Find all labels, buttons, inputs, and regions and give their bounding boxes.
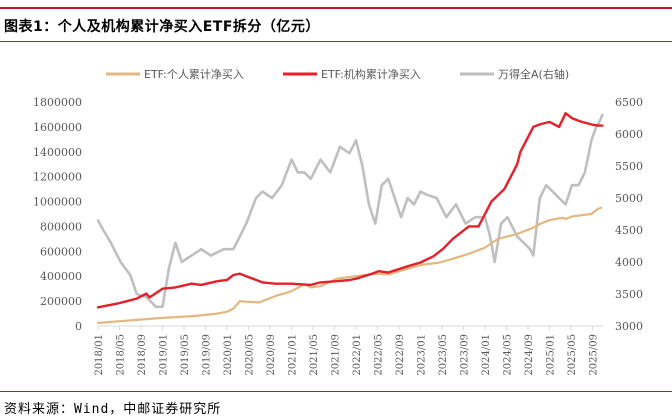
y-left-tick-label: 1800000	[33, 96, 82, 109]
x-tick-label: 2024/01	[481, 334, 492, 376]
title-rule	[0, 41, 672, 42]
x-tick-label: 2018/09	[137, 334, 148, 376]
legend-item-institution-label: ETF:机构累计净买入	[321, 67, 421, 81]
x-tick-label: 2018/01	[94, 334, 105, 376]
chart-axes: 0 200000 400000 600000 800000 1000000 1200000 1…	[33, 96, 643, 376]
y-left-tick-label: 1600000	[33, 121, 82, 134]
x-tick-label: 2022/09	[395, 334, 406, 376]
x-tick-label: 2020/09	[266, 334, 277, 376]
legend-item-wind-a-index-label: 万得全A(右轴)	[498, 67, 569, 81]
x-tick-label: 2022/01	[352, 334, 363, 376]
y-right-tick-label: 3000	[615, 320, 643, 333]
top-rule	[0, 7, 672, 9]
y-right-tick-label: 6500	[615, 96, 643, 109]
y-left-tick-label: 200000	[40, 295, 82, 308]
bottom-rule	[0, 391, 672, 392]
y-right-tick-label: 5500	[615, 160, 643, 173]
chart-series	[96, 111, 604, 324]
y-left-tick-label: 800000	[40, 220, 82, 233]
x-tick-label: 2018/05	[115, 334, 126, 376]
y-left-tick-label: 1000000	[33, 196, 82, 209]
x-tick-label: 2025/01	[545, 334, 556, 376]
x-tick-label: 2021/05	[309, 334, 320, 376]
series-line-institution	[96, 111, 604, 309]
x-tick-label: 2024/05	[502, 334, 513, 376]
y-right-tick-label: 3500	[615, 288, 643, 301]
x-tick-label: 2023/09	[459, 334, 470, 376]
legend-item-individual-label: ETF:个人累计净买入	[144, 67, 244, 81]
x-tick-label: 2025/05	[567, 334, 578, 376]
line-chart: ETF:个人累计净买入 ETF:机构累计净买入 万得全A(右轴) 0 200000 40…	[33, 67, 643, 376]
x-tick-label: 2022/05	[373, 334, 384, 376]
x-tick-label: 2024/09	[524, 334, 535, 376]
x-tick-label: 2025/09	[588, 334, 599, 376]
y-left-tick-label: 1200000	[33, 171, 82, 184]
x-tick-label: 2020/05	[244, 334, 255, 376]
x-tick-label: 2023/01	[416, 334, 427, 376]
series-line-individual	[96, 206, 603, 324]
x-tick-label: 2019/05	[180, 334, 191, 376]
x-tick-label: 2021/01	[287, 334, 298, 376]
y-left-tick-label: 400000	[40, 270, 82, 283]
y-right-tick-label: 5000	[615, 192, 643, 205]
x-tick-label: 2023/05	[438, 334, 449, 376]
figure-title: 图表1：个人及机构累计净买入ETF拆分（亿元）	[4, 19, 320, 35]
x-tick-label: 2019/09	[201, 334, 212, 376]
y-right-tick-label: 6000	[615, 128, 643, 141]
x-tick-label: 2021/09	[330, 334, 341, 376]
y-left-tick-label: 0	[75, 320, 82, 333]
x-tick-label: 2020/01	[223, 334, 234, 376]
y-left-tick-label: 600000	[40, 245, 82, 258]
y-right-tick-label: 4000	[615, 256, 643, 269]
x-tick-label: 2019/01	[158, 334, 169, 376]
y-right-tick-label: 4500	[615, 224, 643, 237]
y-left-tick-label: 1400000	[33, 146, 82, 159]
chart-legend: ETF:个人累计净买入 ETF:机构累计净买入 万得全A(右轴)	[106, 67, 569, 81]
series-line-wind-a-index	[96, 113, 604, 309]
source-note: 资料来源：Wind，中邮证券研究所	[4, 402, 222, 417]
